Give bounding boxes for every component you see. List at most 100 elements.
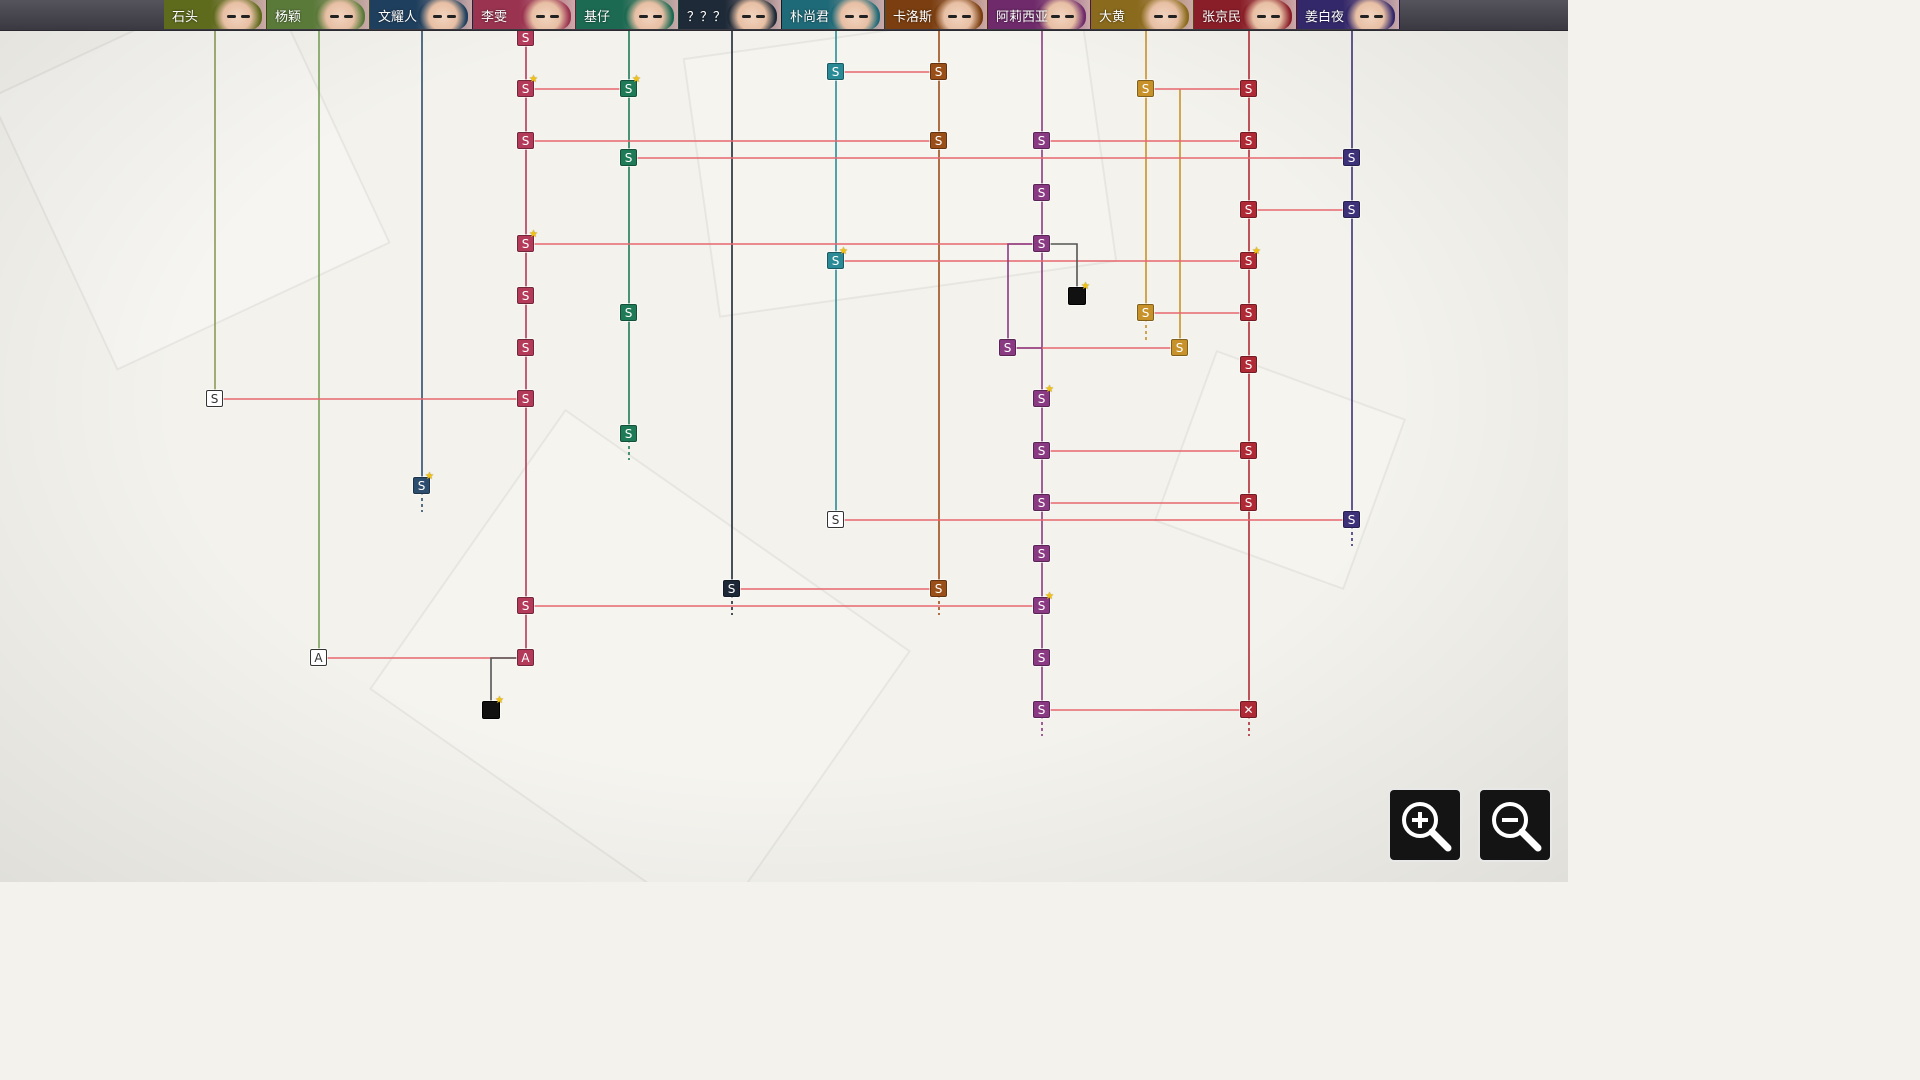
story-node[interactable]: S: [517, 597, 534, 614]
character-tab-zhangjingmin[interactable]: 张京民: [1194, 0, 1297, 29]
character-tab-dahuang[interactable]: 大黄: [1091, 0, 1194, 29]
character-portrait: [418, 0, 468, 29]
story-node[interactable]: S: [1240, 494, 1257, 511]
character-name: 杨颖: [275, 10, 302, 25]
portrait-eye: [1374, 15, 1383, 18]
story-node[interactable]: S: [930, 580, 947, 597]
story-node[interactable]: S: [1033, 132, 1050, 149]
story-node[interactable]: S: [1240, 201, 1257, 218]
character-tab-alicia[interactable]: 阿莉西亚: [988, 0, 1091, 29]
portrait-eye: [948, 15, 957, 18]
story-node[interactable]: S: [1137, 304, 1154, 321]
story-node[interactable]: S: [517, 339, 534, 356]
zoom-in-button[interactable]: [1390, 790, 1460, 860]
portrait-eye: [639, 15, 648, 18]
portrait-eye: [756, 15, 765, 18]
story-node[interactable]: S: [999, 339, 1016, 356]
story-node[interactable]: S: [723, 580, 740, 597]
story-node[interactable]: S: [517, 132, 534, 149]
story-node[interactable]: S: [1033, 442, 1050, 459]
story-node[interactable]: S: [1343, 511, 1360, 528]
story-node[interactable]: S: [1033, 701, 1050, 718]
story-node[interactable]: S: [1240, 304, 1257, 321]
story-node[interactable]: S: [620, 425, 637, 442]
story-node[interactable]: S: [1033, 235, 1050, 252]
character-tab-carlos[interactable]: 卡洛斯: [885, 0, 988, 29]
character-portrait: [212, 0, 262, 29]
portrait-eye: [653, 15, 662, 18]
new-star-icon: ★: [1252, 246, 1261, 257]
zoom-out-button[interactable]: [1480, 790, 1550, 860]
portrait-eye: [550, 15, 559, 18]
story-node[interactable]: A: [517, 649, 534, 666]
story-node[interactable]: S: [1171, 339, 1188, 356]
story-node-unlocked[interactable]: A: [310, 649, 327, 666]
character-portrait: [1139, 0, 1189, 29]
character-portrait: [1036, 0, 1086, 29]
story-node-unlocked[interactable]: S: [827, 511, 844, 528]
story-node[interactable]: S ★: [827, 247, 848, 269]
portrait-eye: [859, 15, 868, 18]
story-node[interactable]: S: [1343, 149, 1360, 166]
story-node[interactable]: S ★: [517, 230, 538, 252]
character-name: 石头: [172, 10, 199, 25]
story-node[interactable]: S: [1240, 80, 1257, 97]
relationship-graph: [214, 30, 1353, 736]
story-node[interactable]: S: [620, 304, 637, 321]
character-tab-wenyaoren[interactable]: 文耀人: [370, 0, 473, 29]
story-node[interactable]: S ★: [517, 75, 538, 97]
portrait-eye: [845, 15, 854, 18]
story-node-unlocked[interactable]: S: [206, 390, 223, 407]
new-star-icon: ★: [529, 74, 538, 85]
character-tab-unknown[interactable]: ？？？: [679, 0, 782, 29]
zoom-in-icon: [1402, 802, 1452, 852]
character-tab-liwen[interactable]: 李雯: [473, 0, 576, 29]
story-node[interactable]: S: [517, 390, 534, 407]
story-node[interactable]: S: [1033, 184, 1050, 201]
character-name: 文耀人: [378, 10, 418, 25]
story-node[interactable]: S ★: [413, 472, 434, 494]
story-node[interactable]: S: [1137, 80, 1154, 97]
character-name: 姜白夜: [1305, 10, 1345, 25]
locked-node[interactable]: ★: [1068, 282, 1090, 305]
story-node[interactable]: S: [930, 132, 947, 149]
character-name: 朴尚君: [790, 10, 830, 25]
new-star-icon: ★: [495, 695, 504, 706]
story-node[interactable]: S: [1343, 201, 1360, 218]
story-node[interactable]: S: [1033, 494, 1050, 511]
portrait-eye: [344, 15, 353, 18]
character-name: ？？？: [687, 10, 727, 25]
character-tab-piaoshangjun[interactable]: 朴尚君: [782, 0, 885, 29]
story-node[interactable]: S: [517, 287, 534, 304]
story-node[interactable]: S: [1240, 132, 1257, 149]
character-name: 张京民: [1202, 10, 1242, 25]
locked-node[interactable]: ★: [482, 696, 504, 719]
character-tab-shitou[interactable]: 石头: [164, 0, 267, 29]
story-node[interactable]: S ★: [620, 75, 641, 97]
character-name: 李雯: [481, 10, 508, 25]
character-portrait: [315, 0, 365, 29]
new-star-icon: ★: [1045, 591, 1054, 602]
character-tab-jizai[interactable]: 基仔: [576, 0, 679, 29]
story-node[interactable]: S: [620, 149, 637, 166]
story-node[interactable]: S: [1240, 442, 1257, 459]
story-node[interactable]: S ★: [1033, 592, 1054, 614]
story-node[interactable]: S: [930, 63, 947, 80]
character-tab-yangying[interactable]: 杨颖: [267, 0, 370, 29]
new-star-icon: ★: [632, 74, 641, 85]
portrait-eye: [1257, 15, 1266, 18]
portrait-eye: [1360, 15, 1369, 18]
portrait-eye: [1154, 15, 1163, 18]
story-node[interactable]: S: [1240, 356, 1257, 373]
character-tab-jiangbaiye[interactable]: 姜白夜: [1297, 0, 1400, 29]
story-node[interactable]: S ★: [1240, 247, 1261, 269]
bad-end-node[interactable]: ✕: [1240, 701, 1257, 718]
story-node[interactable]: S: [517, 29, 534, 46]
character-portrait: [521, 0, 571, 29]
character-portrait: [624, 0, 674, 29]
story-node[interactable]: S: [827, 63, 844, 80]
portrait-eye: [227, 15, 236, 18]
story-node[interactable]: S: [1033, 545, 1050, 562]
story-node[interactable]: S: [1033, 649, 1050, 666]
story-node[interactable]: S ★: [1033, 385, 1054, 407]
